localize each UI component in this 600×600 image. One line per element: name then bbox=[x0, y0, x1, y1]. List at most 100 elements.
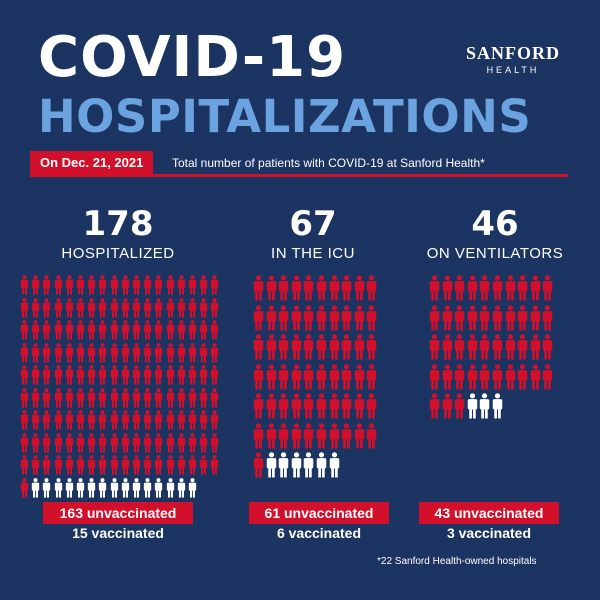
person-icon-unvaccinated bbox=[65, 455, 74, 480]
person-icon-unvaccinated bbox=[154, 410, 163, 435]
person-icon-unvaccinated bbox=[341, 334, 352, 365]
person-icon-unvaccinated bbox=[266, 275, 277, 306]
person-icon-unvaccinated bbox=[188, 275, 197, 300]
person-icon-unvaccinated bbox=[31, 387, 40, 413]
person-icon-unvaccinated bbox=[87, 432, 96, 458]
person-icon-unvaccinated bbox=[42, 387, 51, 413]
person-icon-vaccinated bbox=[188, 477, 197, 503]
person-icon-unvaccinated bbox=[166, 387, 175, 413]
person-icon-unvaccinated bbox=[505, 275, 516, 306]
person-icon-unvaccinated bbox=[54, 275, 63, 300]
person-icon-unvaccinated bbox=[329, 422, 340, 454]
person-icon-unvaccinated bbox=[31, 342, 40, 368]
person-icon-unvaccinated bbox=[210, 410, 219, 435]
person-icon-unvaccinated bbox=[199, 387, 208, 413]
person-icon-unvaccinated bbox=[188, 297, 197, 323]
footnote: *22 Sanford Health-owned hospitals bbox=[377, 556, 537, 567]
person-icon-vaccinated bbox=[98, 477, 107, 503]
person-icon-unvaccinated bbox=[65, 365, 74, 390]
person-icon-unvaccinated bbox=[278, 275, 289, 306]
person-icon-vaccinated bbox=[492, 393, 503, 424]
person-icon-unvaccinated bbox=[20, 342, 29, 368]
person-icon-unvaccinated bbox=[530, 304, 541, 336]
person-icon-unvaccinated bbox=[442, 363, 453, 395]
unvaccinated-badge-ventilators: 43 unvaccinated bbox=[419, 502, 559, 524]
person-icon-unvaccinated bbox=[442, 334, 453, 365]
person-icon-unvaccinated bbox=[199, 342, 208, 368]
person-icon-unvaccinated bbox=[42, 365, 51, 390]
stat-icu-label: IN THE ICU bbox=[271, 245, 355, 262]
person-icon-unvaccinated bbox=[303, 334, 314, 365]
person-icon-unvaccinated bbox=[316, 275, 327, 306]
unvaccinated-badge-icu: 61 unvaccinated bbox=[249, 502, 389, 524]
person-icon-unvaccinated bbox=[210, 455, 219, 480]
person-icon-unvaccinated bbox=[65, 320, 74, 345]
person-icon-unvaccinated bbox=[210, 387, 219, 413]
person-icon-unvaccinated bbox=[188, 342, 197, 368]
person-icon-unvaccinated bbox=[143, 275, 152, 300]
person-icon-unvaccinated bbox=[210, 297, 219, 323]
person-icon-unvaccinated bbox=[492, 275, 503, 306]
person-icon-unvaccinated bbox=[467, 334, 478, 365]
person-icon-unvaccinated bbox=[278, 422, 289, 454]
person-icon-unvaccinated bbox=[210, 365, 219, 390]
person-icon-unvaccinated bbox=[110, 365, 119, 390]
person-icon-unvaccinated bbox=[199, 297, 208, 323]
person-icon-unvaccinated bbox=[505, 304, 516, 336]
person-icon-unvaccinated bbox=[266, 304, 277, 336]
person-icon-unvaccinated bbox=[188, 365, 197, 390]
person-icon-unvaccinated bbox=[354, 422, 365, 454]
person-icon-unvaccinated bbox=[31, 320, 40, 345]
person-icon-unvaccinated bbox=[278, 304, 289, 336]
person-icon-unvaccinated bbox=[166, 297, 175, 323]
person-icon-unvaccinated bbox=[76, 342, 85, 368]
person-icon-unvaccinated bbox=[143, 342, 152, 368]
person-icon-unvaccinated bbox=[530, 334, 541, 365]
person-icon-unvaccinated bbox=[199, 432, 208, 458]
person-icon-vaccinated bbox=[87, 477, 96, 503]
person-icon-unvaccinated bbox=[266, 393, 277, 424]
person-icon-unvaccinated bbox=[278, 363, 289, 395]
person-icon-unvaccinated bbox=[121, 275, 130, 300]
person-icon-unvaccinated bbox=[20, 477, 29, 503]
person-icon-unvaccinated bbox=[154, 342, 163, 368]
person-icon-unvaccinated bbox=[76, 275, 85, 300]
person-icon-vaccinated bbox=[266, 452, 277, 483]
person-icon-unvaccinated bbox=[132, 387, 141, 413]
vaccinated-text-ventilators: 3 vaccinated bbox=[446, 525, 532, 541]
stat-icu: 67 IN THE ICU bbox=[253, 207, 373, 262]
person-icon-unvaccinated bbox=[492, 363, 503, 395]
person-icon-unvaccinated bbox=[76, 455, 85, 480]
logo-brand: SANFORD bbox=[465, 43, 560, 63]
person-icon-unvaccinated bbox=[454, 363, 465, 395]
person-icon-unvaccinated bbox=[492, 304, 503, 336]
person-icon-unvaccinated bbox=[65, 275, 74, 300]
person-icon-unvaccinated bbox=[291, 393, 302, 424]
person-icon-unvaccinated bbox=[479, 304, 490, 336]
person-icon-unvaccinated bbox=[54, 297, 63, 323]
person-icon-vaccinated bbox=[143, 477, 152, 503]
person-icon-unvaccinated bbox=[210, 275, 219, 300]
person-icon-unvaccinated bbox=[132, 432, 141, 458]
person-icon-unvaccinated bbox=[341, 304, 352, 336]
person-icon-unvaccinated bbox=[429, 393, 440, 424]
person-icon-unvaccinated bbox=[479, 275, 490, 306]
person-icon-unvaccinated bbox=[31, 365, 40, 390]
person-icon-vaccinated bbox=[154, 477, 163, 503]
stat-ventilators-number: 46 bbox=[471, 204, 519, 244]
person-icon-unvaccinated bbox=[316, 393, 327, 424]
person-icon-vaccinated bbox=[303, 452, 314, 483]
person-icon-unvaccinated bbox=[177, 432, 186, 458]
person-icon-unvaccinated bbox=[143, 387, 152, 413]
person-icon-unvaccinated bbox=[177, 297, 186, 323]
vaccinated-text-hospitalized: 15 vaccinated bbox=[72, 525, 164, 541]
sanford-health-logo: SANFORD HEALTH bbox=[466, 43, 560, 75]
person-icon-unvaccinated bbox=[98, 387, 107, 413]
person-icon-unvaccinated bbox=[454, 304, 465, 336]
person-icon-unvaccinated bbox=[42, 432, 51, 458]
person-icon-unvaccinated bbox=[31, 275, 40, 300]
person-icon-unvaccinated bbox=[42, 297, 51, 323]
person-icon-unvaccinated bbox=[341, 275, 352, 306]
person-icon-unvaccinated bbox=[42, 320, 51, 345]
person-icon-unvaccinated bbox=[177, 320, 186, 345]
